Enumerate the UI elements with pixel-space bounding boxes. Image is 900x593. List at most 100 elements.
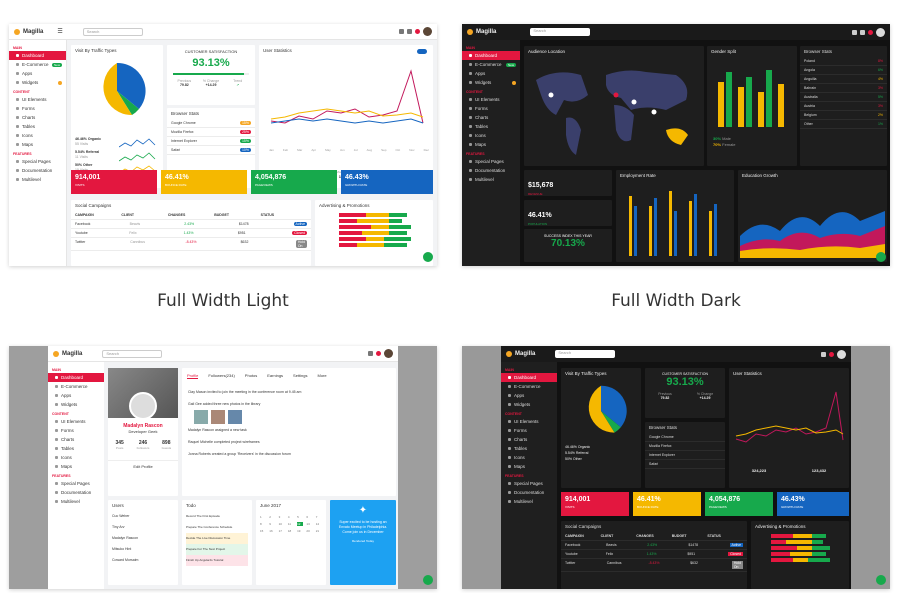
sidebar-item-charts[interactable]: Charts <box>9 113 66 122</box>
browser-row: Mozilla Firefox <box>645 442 725 451</box>
sidebar-item-ecommerce[interactable]: E-Commerce <box>48 382 104 391</box>
tab-profile[interactable]: Profile <box>187 373 199 379</box>
sidebar-item-special-pages[interactable]: Special Pages <box>48 479 104 488</box>
sidebar-item-forms[interactable]: Forms <box>9 104 66 113</box>
sidebar-item-apps[interactable]: Apps <box>462 69 520 78</box>
edit-profile-button[interactable]: Edit Profile <box>108 460 178 469</box>
gear-icon[interactable] <box>399 29 404 34</box>
avatar[interactable] <box>876 27 885 37</box>
bell-icon[interactable] <box>868 29 873 35</box>
sidebar-item-special-pages[interactable]: Special Pages <box>9 157 66 166</box>
sidebar-item-apps[interactable]: Apps <box>501 391 557 400</box>
sidebar-item-dashboard[interactable]: Dashboard <box>48 373 104 382</box>
sidebar-item-widgets[interactable]: Widgets <box>462 78 520 87</box>
grid-icon[interactable] <box>860 29 865 35</box>
sidebar-item-forms[interactable]: Forms <box>48 426 104 435</box>
grid-icon[interactable] <box>407 29 412 34</box>
sidebar-item-ui[interactable]: UI Elements <box>9 95 66 104</box>
theme-card-boxed-light[interactable]: Magilla Search MAIN Dashboard E-Commerce… <box>9 346 437 589</box>
sidebar-item-ecommerce[interactable]: E-Commerce New <box>9 60 66 69</box>
avatar[interactable] <box>423 27 432 36</box>
sidebar-item-special-pages[interactable]: Special Pages <box>501 479 557 488</box>
fab-button[interactable] <box>876 252 886 262</box>
sidebar-item-tables[interactable]: Tables <box>9 122 66 131</box>
menu-icon[interactable]: ☰ <box>57 29 63 35</box>
sidebar-item-forms[interactable]: Forms <box>462 104 520 113</box>
sidebar-item-documentation[interactable]: Documentation <box>48 488 104 497</box>
sidebar-item-multilevel[interactable]: Multilevel <box>9 175 66 184</box>
sidebar-item-dashboard[interactable]: Dashboard <box>501 373 557 382</box>
satisfaction-stats: Previous 79.82 % Change +14.29 <box>658 392 714 400</box>
sidebar-item-ecommerce[interactable]: E-Commerce New <box>462 60 520 69</box>
fab-button[interactable] <box>423 252 433 262</box>
theme-card-boxed-dark[interactable]: Magilla Search MAIN Dashboard E-Commerce… <box>462 346 890 589</box>
tab-settings[interactable]: Settings <box>293 373 308 378</box>
sidebar-item-charts[interactable]: Charts <box>501 435 557 444</box>
sidebar-item-ui[interactable]: UI Elements <box>462 95 520 104</box>
avatar[interactable] <box>384 349 393 358</box>
sidebar-item-apps[interactable]: Apps <box>9 69 66 78</box>
sidebar-item-icons[interactable]: Icons <box>48 453 104 462</box>
sidebar-item-documentation[interactable]: Documentation <box>462 166 520 175</box>
table-row: Facebook Beavis 2.43% $1478 Active <box>561 541 747 550</box>
sidebar-item-widgets[interactable]: Widgets <box>48 400 104 409</box>
search-input[interactable]: Search <box>555 350 616 358</box>
bell-icon[interactable] <box>415 29 420 34</box>
search-input[interactable]: Search <box>82 27 143 36</box>
sidebar-item-forms[interactable]: Forms <box>501 426 557 435</box>
sidebar-item-tables[interactable]: Tables <box>48 444 104 453</box>
avatar[interactable] <box>837 349 846 359</box>
sidebar-item-documentation[interactable]: Documentation <box>501 488 557 497</box>
education-area-chart <box>740 211 885 258</box>
satisfaction-panel: CUSTOMER SATISFACTION 93.13% Previous 79.… <box>167 45 255 105</box>
sidebar-item-apps[interactable]: Apps <box>48 391 104 400</box>
sidebar-item-maps[interactable]: Maps <box>48 462 104 471</box>
bell-icon[interactable] <box>829 351 834 357</box>
sidebar-item-ui[interactable]: UI Elements <box>501 417 557 426</box>
tab-followers[interactable]: Followers(234) <box>208 373 235 378</box>
sidebar-item-ui[interactable]: UI Elements <box>48 417 104 426</box>
theme-card-full-width-dark[interactable]: Magilla Search MAIN Dashboard E-Commerce… <box>462 24 890 266</box>
tab-more[interactable]: More <box>317 373 327 378</box>
bell-icon[interactable] <box>376 351 381 356</box>
fab-button[interactable] <box>876 575 886 585</box>
sidebar-item-charts[interactable]: Charts <box>48 435 104 444</box>
satisfaction-label: CUSTOMER SATISFACTION <box>184 49 238 54</box>
country-row: Anguilla 4% <box>800 75 887 84</box>
gear-icon[interactable] <box>821 351 826 357</box>
adv-bar <box>339 225 429 229</box>
sidebar-item-widgets[interactable]: Widgets <box>501 400 557 409</box>
sidebar-item-dashboard[interactable]: Dashboard <box>9 51 66 60</box>
sidebar-item-icons[interactable]: Icons <box>462 131 520 140</box>
satisfaction-value: 93.13% <box>666 376 704 388</box>
gear-icon[interactable] <box>852 29 857 35</box>
feed-item: Madalyn Rascon assigned a new task <box>188 428 247 432</box>
gear-icon[interactable] <box>368 351 373 356</box>
sidebar-item-widgets[interactable]: Widgets <box>9 78 66 87</box>
sidebar-item-icons[interactable]: Icons <box>501 453 557 462</box>
sidebar-item-ecommerce[interactable]: E-Commerce <box>501 382 557 391</box>
success-index-tile: SUCCESS INDEX THIS YEAR 70.13% <box>524 229 612 262</box>
sidebar-item-multilevel[interactable]: Multilevel <box>501 497 557 506</box>
sidebar-item-maps[interactable]: Maps <box>501 462 557 471</box>
search-input[interactable]: Search <box>530 28 591 36</box>
sidebar-item-documentation[interactable]: Documentation <box>9 166 66 175</box>
sidebar-item-multilevel[interactable]: Multilevel <box>462 175 520 184</box>
sidebar-item-maps[interactable]: Maps <box>9 140 66 149</box>
sidebar-item-multilevel[interactable]: Multilevel <box>48 497 104 506</box>
toggle-switch[interactable] <box>417 49 427 54</box>
theme-card-full-width-light[interactable]: Magilla ☰ Search MAIN Dashboard E-Commer… <box>9 24 437 266</box>
sidebar-item-special-pages[interactable]: Special Pages <box>462 157 520 166</box>
sidebar-item-dashboard[interactable]: Dashboard <box>462 51 520 60</box>
sidebar-item-charts[interactable]: Charts <box>462 113 520 122</box>
tab-earnings[interactable]: Earnings <box>267 373 284 378</box>
sidebar-item-maps[interactable]: Maps <box>462 140 520 149</box>
sidebar-item-tables[interactable]: Tables <box>501 444 557 453</box>
sidebar-item-icons[interactable]: Icons <box>9 131 66 140</box>
browser-row: Safari 10% <box>167 146 255 155</box>
country-row: Poland 8% <box>800 57 887 66</box>
search-input[interactable]: Search <box>102 349 163 358</box>
tab-photos[interactable]: Photos <box>244 373 258 378</box>
fab-button[interactable] <box>423 575 433 585</box>
sidebar-item-tables[interactable]: Tables <box>462 122 520 131</box>
